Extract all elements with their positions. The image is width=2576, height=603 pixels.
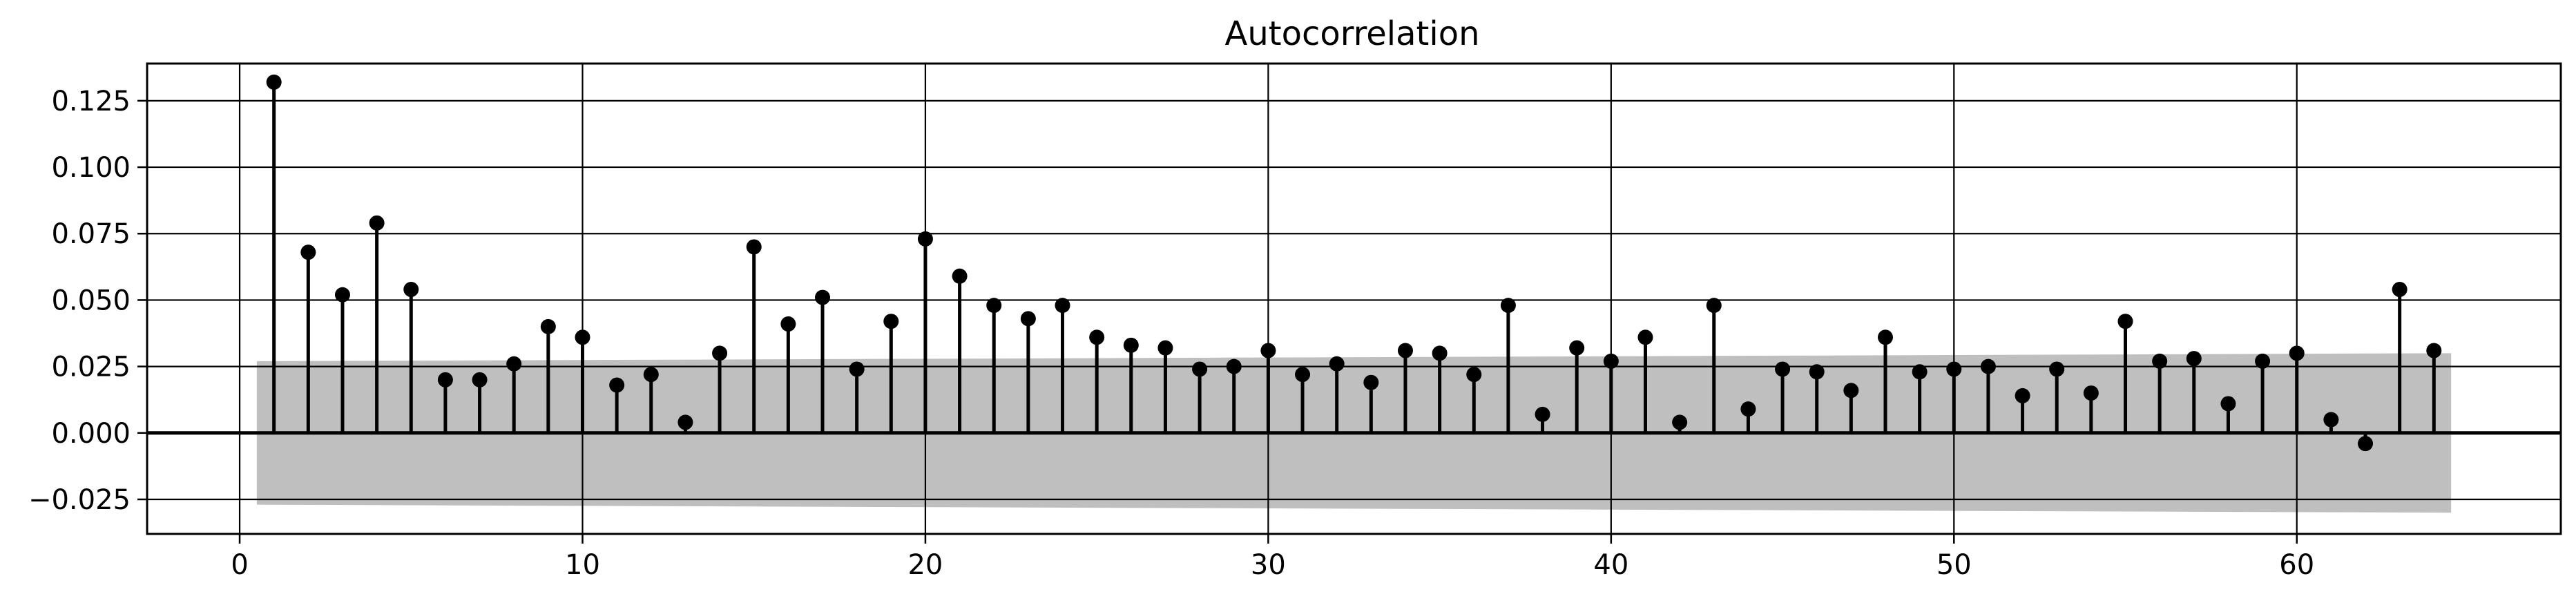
y-tick-label: 0.025: [51, 352, 131, 383]
data-point: [1672, 414, 1688, 430]
data-point: [677, 414, 693, 430]
data-point: [1912, 364, 1928, 380]
data-point: [1843, 383, 1859, 399]
y-tick-label: 0.000: [51, 418, 131, 450]
data-point: [266, 74, 282, 90]
data-point: [2083, 385, 2099, 401]
data-point: [472, 372, 488, 387]
data-point: [1432, 345, 1448, 361]
data-point: [2255, 353, 2271, 369]
data-point: [986, 298, 1002, 314]
y-tick-label: 0.050: [51, 285, 131, 316]
x-tick-label: 40: [1593, 549, 1628, 581]
data-point: [815, 289, 831, 305]
x-tick-label: 20: [907, 549, 943, 581]
data-point: [2426, 343, 2442, 358]
data-point: [883, 314, 899, 329]
data-point: [1637, 329, 1653, 345]
data-point: [1980, 358, 1996, 374]
marker-layer: [266, 74, 2442, 452]
y-tick-label: 0.075: [51, 218, 131, 250]
data-point: [1535, 406, 1550, 422]
data-point: [1123, 337, 1139, 353]
data-point: [2220, 396, 2236, 412]
data-point: [1877, 329, 1893, 345]
data-point: [300, 245, 316, 260]
data-point: [1020, 311, 1036, 327]
data-point: [952, 268, 968, 284]
data-point: [506, 356, 522, 372]
data-point: [1226, 358, 1242, 374]
data-point: [1775, 361, 1791, 377]
y-tick-layer: −0.025 0.000 0.025 0.050 0.075 0.100 0.125: [28, 86, 147, 516]
data-point: [2015, 387, 2030, 403]
data-point: [609, 377, 625, 393]
x-tick-label: 10: [565, 549, 600, 581]
data-point: [1466, 367, 1482, 383]
data-point: [1157, 340, 1173, 356]
data-point: [917, 231, 933, 247]
data-point: [849, 361, 865, 377]
data-point: [334, 287, 350, 303]
data-point: [2289, 345, 2305, 361]
data-point: [2049, 361, 2065, 377]
data-point: [540, 318, 556, 334]
plot-frame: [146, 62, 2562, 535]
data-point: [2117, 314, 2133, 329]
data-point: [1740, 401, 1756, 417]
data-point: [746, 239, 762, 255]
y-tick-label: −0.025: [28, 484, 131, 516]
data-point: [403, 282, 419, 298]
data-point: [1329, 356, 1345, 372]
data-point: [2186, 351, 2202, 367]
data-point: [1706, 298, 1722, 314]
data-point: [780, 316, 796, 332]
data-point: [1569, 340, 1585, 356]
data-point: [2392, 282, 2407, 298]
x-tick-label: 0: [231, 549, 248, 581]
y-tick-label: 0.125: [51, 86, 131, 117]
data-point: [1809, 364, 1825, 380]
x-tick-label: 60: [2279, 549, 2314, 581]
data-point: [1500, 298, 1516, 314]
data-point: [1397, 343, 1413, 358]
x-tick-layer: 0 10 20 30 40 50 60: [231, 534, 2314, 581]
data-point: [1260, 343, 1276, 358]
x-tick-label: 50: [1936, 549, 1972, 581]
data-point: [643, 367, 659, 383]
data-point: [1295, 367, 1311, 383]
data-point: [2152, 353, 2168, 369]
data-point: [1192, 361, 1208, 377]
data-point: [1603, 353, 1619, 369]
x-tick-label: 30: [1251, 549, 1286, 581]
chart-title: Autocorrelation: [1225, 15, 1480, 53]
data-point: [1946, 361, 1962, 377]
data-point: [1055, 298, 1070, 314]
data-point: [1363, 374, 1379, 390]
y-tick-label: 0.100: [51, 152, 131, 184]
data-point: [2358, 436, 2374, 452]
data-point: [1089, 329, 1105, 345]
data-point: [369, 215, 385, 231]
data-point: [437, 372, 453, 387]
data-point: [575, 329, 590, 345]
data-point: [2323, 412, 2339, 428]
data-point: [712, 345, 728, 361]
